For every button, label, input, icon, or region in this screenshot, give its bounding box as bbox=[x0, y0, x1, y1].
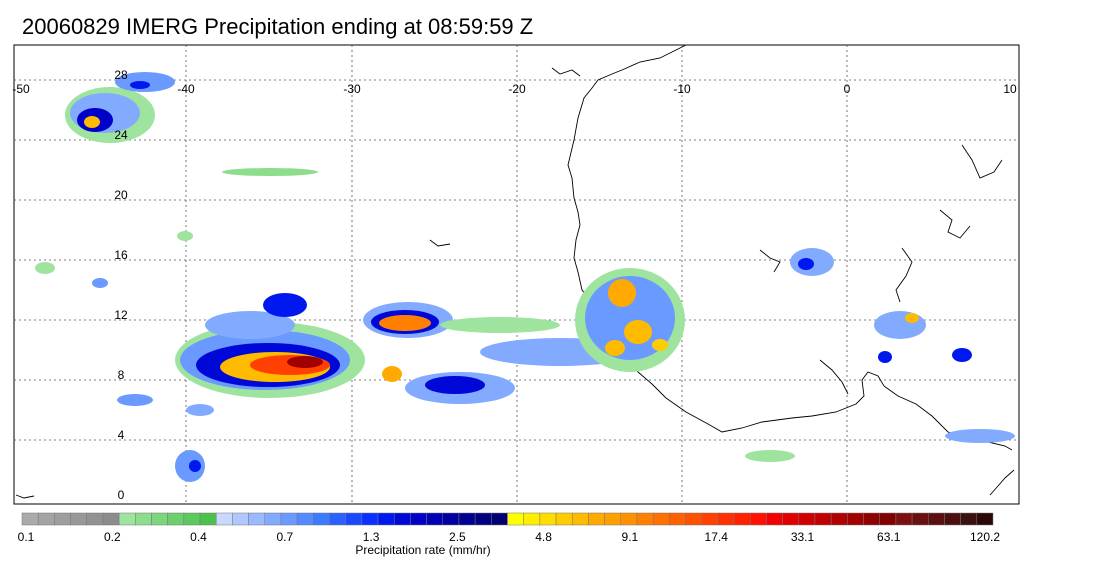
colorbar-tick-label: 1.3 bbox=[363, 530, 380, 544]
colorbar-swatch bbox=[215, 512, 233, 526]
colorbar-swatch bbox=[814, 512, 832, 526]
colorbar-swatch bbox=[329, 512, 346, 526]
colorbar-swatch bbox=[426, 512, 444, 526]
colorbar-tick-label: 9.1 bbox=[622, 530, 639, 544]
colorbar-tick-label: 2.5 bbox=[449, 530, 466, 544]
lon-tick-label: -10 bbox=[673, 82, 691, 96]
colorbar-swatch bbox=[102, 512, 120, 526]
colorbar-swatch bbox=[604, 512, 622, 526]
lat-tick-label: 0 bbox=[118, 488, 125, 502]
colorbar-swatch bbox=[701, 512, 719, 526]
graticule bbox=[14, 45, 1019, 504]
colorbar-swatch bbox=[928, 512, 945, 526]
colorbar-swatch bbox=[248, 512, 266, 526]
colorbar-swatch bbox=[879, 512, 897, 526]
colorbar-swatch bbox=[183, 512, 201, 526]
lat-tick-label: 20 bbox=[114, 188, 128, 202]
colorbar-swatch bbox=[523, 512, 541, 526]
lon-tick-label: -50 bbox=[12, 82, 30, 96]
colorbar-swatch bbox=[280, 512, 298, 526]
colorbar-swatch bbox=[21, 512, 39, 526]
colorbar-swatch bbox=[296, 512, 314, 526]
colorbar-swatch bbox=[54, 512, 71, 526]
colorbar-swatch bbox=[652, 512, 670, 526]
colorbar-swatch bbox=[539, 512, 557, 526]
colorbar-swatch bbox=[151, 512, 168, 526]
lat-tick-label: 16 bbox=[114, 248, 128, 262]
colorbar-swatch bbox=[474, 512, 492, 526]
colorbar-swatch bbox=[232, 512, 249, 526]
colorbar-tick-label: 120.2 bbox=[970, 530, 1000, 544]
lon-tick-label: -20 bbox=[508, 82, 526, 96]
colorbar-swatch bbox=[830, 512, 848, 526]
colorbar-swatch bbox=[313, 512, 330, 526]
lat-tick-label: 24 bbox=[114, 128, 128, 142]
colorbar-swatch bbox=[895, 512, 913, 526]
colorbar-swatch bbox=[571, 512, 589, 526]
colorbar-swatch bbox=[458, 512, 476, 526]
colorbar bbox=[21, 512, 994, 526]
colorbar-swatch bbox=[976, 512, 994, 526]
colorbar-swatch bbox=[685, 512, 702, 526]
colorbar-swatch bbox=[588, 512, 605, 526]
lat-tick-label: 8 bbox=[118, 368, 125, 382]
colorbar-swatch bbox=[733, 512, 751, 526]
colorbar-tick-label: 17.4 bbox=[705, 530, 729, 544]
colorbar-swatch bbox=[361, 512, 379, 526]
colorbar-swatch bbox=[798, 512, 816, 526]
colorbar-tick-label: 4.8 bbox=[535, 530, 552, 544]
colorbar-swatch bbox=[442, 512, 460, 526]
colorbar-swatch bbox=[264, 512, 282, 526]
colorbar-tick-label: 33.1 bbox=[791, 530, 815, 544]
lon-tick-label: -30 bbox=[343, 82, 361, 96]
colorbar-swatch bbox=[750, 512, 767, 526]
longitude-labels: -50 -40 -30 -20 -10 0 10 bbox=[12, 82, 1017, 96]
colorbar-swatch bbox=[86, 512, 104, 526]
lat-tick-label: 12 bbox=[114, 308, 128, 322]
colorbar-tick-labels: 0.1 0.2 0.4 0.7 1.3 2.5 4.8 9.1 17.4 33.1 63.1 120.… bbox=[18, 530, 1001, 544]
precipitation-field bbox=[35, 72, 1015, 482]
colorbar-swatch bbox=[636, 512, 654, 526]
colorbar-swatch bbox=[620, 512, 638, 526]
map-title: 20060829 IMERG Precipitation ending at 0… bbox=[22, 14, 534, 39]
colorbar-tick-label: 0.2 bbox=[104, 530, 121, 544]
colorbar-swatch bbox=[393, 512, 411, 526]
colorbar-swatch bbox=[669, 512, 686, 526]
coastline bbox=[15, 44, 1015, 499]
colorbar-swatch bbox=[167, 512, 185, 526]
map-frame bbox=[13, 44, 1020, 505]
lon-tick-label: 10 bbox=[1003, 82, 1017, 96]
colorbar-swatch bbox=[135, 512, 152, 526]
colorbar-swatch bbox=[717, 512, 735, 526]
colorbar-tick-label: 0.1 bbox=[18, 530, 35, 544]
colorbar-swatch bbox=[960, 512, 978, 526]
latitude-labels: 28 24 20 16 12 8 4 0 bbox=[114, 68, 128, 502]
colorbar-swatch bbox=[507, 512, 524, 526]
colorbar-swatch bbox=[410, 512, 427, 526]
colorbar-swatch bbox=[70, 512, 87, 526]
colorbar-swatch bbox=[118, 512, 136, 526]
lat-tick-label: 28 bbox=[114, 68, 128, 82]
colorbar-swatch bbox=[345, 512, 363, 526]
lon-tick-label: 0 bbox=[844, 82, 851, 96]
colorbar-swatch bbox=[944, 512, 961, 526]
colorbar-swatch bbox=[199, 512, 217, 526]
colorbar-swatch bbox=[766, 512, 783, 526]
lat-tick-label: 4 bbox=[118, 428, 125, 442]
colorbar-swatch bbox=[491, 512, 508, 526]
colorbar-tick-label: 63.1 bbox=[877, 530, 901, 544]
colorbar-swatch bbox=[555, 512, 573, 526]
colorbar-swatch bbox=[911, 512, 929, 526]
colorbar-title: Precipitation rate (mm/hr) bbox=[355, 543, 490, 557]
colorbar-swatch bbox=[847, 512, 864, 526]
colorbar-swatch bbox=[377, 512, 395, 526]
colorbar-tick-label: 0.7 bbox=[276, 530, 293, 544]
colorbar-swatch bbox=[863, 512, 880, 526]
colorbar-tick-label: 0.4 bbox=[190, 530, 207, 544]
lon-tick-label: -40 bbox=[177, 82, 195, 96]
colorbar-swatch bbox=[37, 512, 55, 526]
colorbar-swatch bbox=[782, 512, 800, 526]
